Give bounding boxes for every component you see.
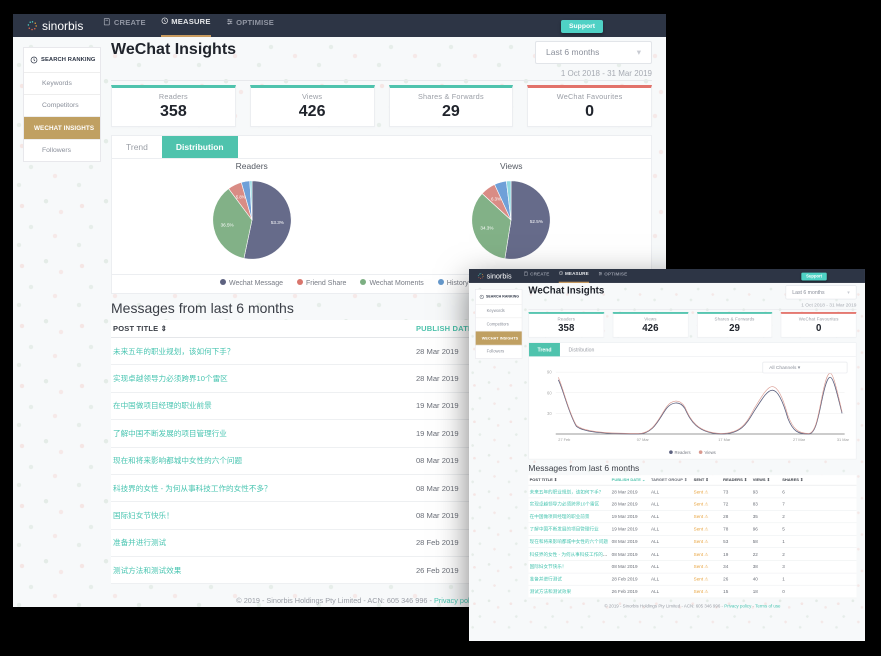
svg-text:60: 60 <box>547 390 552 395</box>
svg-text:30: 30 <box>547 411 552 416</box>
svg-text:6.3%: 6.3% <box>491 197 501 202</box>
svg-text:27 Feb: 27 Feb <box>558 438 570 442</box>
svg-text:31 Mar: 31 Mar <box>837 438 850 442</box>
svg-text:07 Mar: 07 Mar <box>637 438 650 442</box>
svg-text:34.3%: 34.3% <box>481 226 494 231</box>
svg-text:5.8%: 5.8% <box>236 194 246 199</box>
svg-text:36.5%: 36.5% <box>220 223 233 228</box>
svg-text:17 Mar: 17 Mar <box>718 438 731 442</box>
svg-text:53.3%: 53.3% <box>271 220 284 225</box>
svg-text:27 Mar: 27 Mar <box>793 438 806 442</box>
svg-text:90: 90 <box>547 370 552 375</box>
svg-text:52.5%: 52.5% <box>530 219 543 224</box>
